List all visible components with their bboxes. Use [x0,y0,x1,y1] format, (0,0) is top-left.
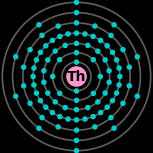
Circle shape [103,58,107,62]
Circle shape [75,128,78,132]
Circle shape [56,24,60,28]
Circle shape [46,58,50,62]
Circle shape [99,110,103,115]
Circle shape [37,23,41,27]
Circle shape [112,23,116,27]
Circle shape [91,58,95,62]
Circle shape [115,91,119,95]
Circle shape [50,38,54,43]
Circle shape [63,106,67,110]
Circle shape [75,60,78,64]
Circle shape [28,48,32,52]
Circle shape [109,33,113,37]
Circle shape [98,75,102,78]
Circle shape [127,84,131,88]
Circle shape [42,80,46,84]
Circle shape [58,58,62,62]
Circle shape [93,125,97,129]
Circle shape [75,51,78,55]
Circle shape [14,94,18,98]
Circle shape [96,49,100,53]
Circle shape [110,50,115,54]
Circle shape [135,55,139,59]
Circle shape [99,38,103,43]
Circle shape [107,69,111,73]
Circle shape [91,91,95,95]
Circle shape [86,43,90,47]
Circle shape [63,43,67,47]
Circle shape [75,149,78,153]
Circle shape [22,65,26,69]
Text: Th: Th [67,69,86,84]
Circle shape [34,91,38,95]
Circle shape [31,75,35,78]
Circle shape [44,44,48,48]
Circle shape [42,69,46,73]
Circle shape [44,105,48,109]
Circle shape [75,118,78,122]
Circle shape [83,32,87,36]
Circle shape [107,80,111,84]
Circle shape [117,66,121,70]
Circle shape [66,117,70,121]
Circle shape [103,91,107,95]
Circle shape [83,117,87,121]
Circle shape [38,99,43,103]
Circle shape [117,83,121,87]
Circle shape [75,41,78,45]
Circle shape [75,108,78,112]
Circle shape [75,138,78,142]
Circle shape [110,99,115,103]
Circle shape [28,101,32,105]
Circle shape [40,116,44,120]
Circle shape [32,66,36,70]
Circle shape [75,98,78,102]
Circle shape [53,100,57,104]
Circle shape [58,115,62,119]
Circle shape [86,106,90,110]
Circle shape [56,125,60,129]
Circle shape [109,116,113,120]
Circle shape [51,75,55,78]
Circle shape [121,101,125,105]
Circle shape [135,94,139,98]
Circle shape [96,100,100,104]
Circle shape [75,31,78,35]
Circle shape [32,83,36,87]
Circle shape [118,75,122,78]
Circle shape [127,65,131,69]
Circle shape [66,66,87,87]
Circle shape [40,33,44,37]
Circle shape [75,89,78,93]
Circle shape [46,91,50,95]
Circle shape [75,0,78,4]
Circle shape [38,50,43,54]
Circle shape [115,58,119,62]
Circle shape [58,91,62,95]
Circle shape [34,58,38,62]
Circle shape [58,34,62,38]
Circle shape [121,48,125,52]
Circle shape [105,44,109,48]
Circle shape [66,32,70,36]
Circle shape [91,34,95,38]
Circle shape [105,105,109,109]
Circle shape [75,21,78,25]
Circle shape [22,84,26,88]
Circle shape [75,11,78,15]
Circle shape [53,49,57,53]
Circle shape [93,24,97,28]
Circle shape [14,55,18,59]
Circle shape [112,126,116,130]
Circle shape [37,126,41,130]
Circle shape [50,110,54,115]
Circle shape [91,115,95,119]
